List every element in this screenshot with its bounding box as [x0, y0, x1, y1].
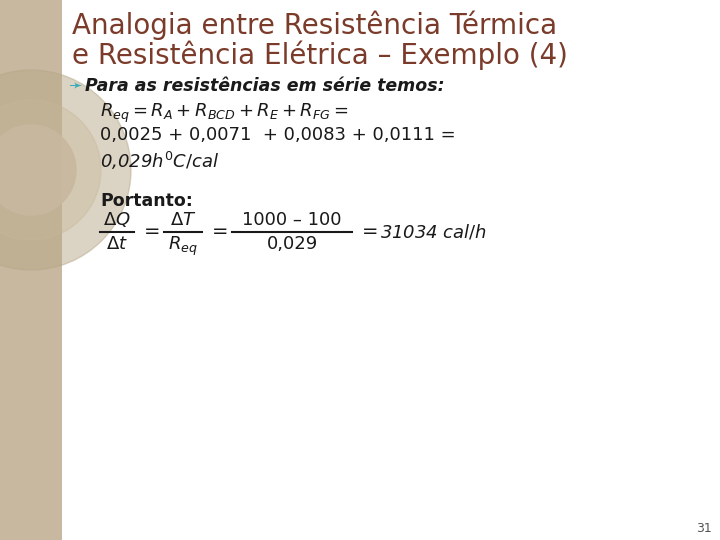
Text: Portanto:: Portanto:	[100, 192, 193, 210]
Text: 31: 31	[696, 522, 712, 535]
Text: e Resistência Elétrica – Exemplo (4): e Resistência Elétrica – Exemplo (4)	[72, 40, 568, 70]
Text: $R_{eq}$: $R_{eq}$	[168, 235, 198, 258]
Text: $\Delta t$: $\Delta t$	[106, 235, 128, 253]
Text: 31034 $cal/h$: 31034 $cal/h$	[380, 222, 487, 241]
Text: =: =	[362, 222, 379, 241]
Text: ➛: ➛	[68, 77, 82, 95]
Text: =: =	[144, 222, 161, 241]
Text: 0,0025 + 0,0071  + 0,0083 + 0,0111 =: 0,0025 + 0,0071 + 0,0083 + 0,0111 =	[100, 126, 456, 144]
Circle shape	[0, 70, 131, 270]
Text: $R_{eq} = R_A + R_{BCD}+ R_E + R_{FG} =$: $R_{eq} = R_A + R_{BCD}+ R_E + R_{FG} =$	[100, 102, 348, 125]
FancyBboxPatch shape	[0, 0, 62, 540]
Circle shape	[0, 125, 76, 215]
Text: 1000 – 100: 1000 – 100	[242, 211, 342, 229]
Text: =: =	[212, 222, 228, 241]
Circle shape	[0, 100, 101, 240]
Text: 0,029$h^0C/cal$: 0,029$h^0C/cal$	[100, 150, 220, 172]
Text: 0,029: 0,029	[266, 235, 318, 253]
Text: Para as resistências em série temos:: Para as resistências em série temos:	[85, 77, 445, 95]
Text: $\Delta T$: $\Delta T$	[170, 211, 197, 229]
Text: $\Delta Q$: $\Delta Q$	[103, 210, 131, 229]
Text: Analogia entre Resistência Térmica: Analogia entre Resistência Térmica	[72, 10, 557, 39]
